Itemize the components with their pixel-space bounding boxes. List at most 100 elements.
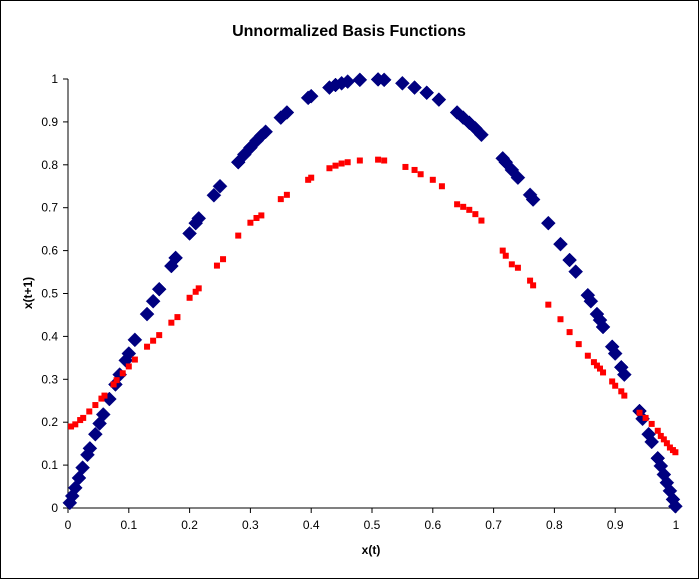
square-point: [192, 288, 199, 295]
square-point: [174, 314, 181, 321]
y-tick-label: 0.8: [41, 158, 58, 172]
diamond-point: [474, 127, 489, 143]
square-point: [338, 160, 345, 167]
x-tick-label: 0.3: [242, 518, 259, 532]
square-point: [98, 395, 105, 402]
series-2: [68, 156, 679, 456]
square-point: [125, 363, 132, 370]
x-tick-label: 0.5: [364, 518, 381, 532]
square-point: [411, 166, 418, 173]
square-point: [460, 203, 467, 210]
y-tick-label: 0.3: [41, 372, 58, 386]
x-tick-label: 0: [65, 518, 72, 532]
square-point: [584, 352, 591, 359]
square-point: [514, 264, 521, 271]
y-axis-label: x(t+1): [21, 277, 35, 309]
square-point: [119, 370, 126, 377]
diamond-point: [88, 426, 103, 442]
square-point: [454, 201, 461, 208]
square-point: [597, 365, 603, 372]
square-point: [508, 261, 515, 268]
square-point: [68, 423, 75, 430]
square-point: [590, 359, 597, 366]
diamond-point: [431, 92, 447, 107]
square-point: [438, 183, 445, 190]
diamond-point: [95, 407, 111, 422]
y-tick-label: 0.4: [41, 329, 58, 343]
y-tick-label: 0.5: [41, 287, 58, 301]
square-point: [642, 414, 649, 421]
diamond-point: [583, 293, 599, 309]
square-point: [308, 174, 315, 181]
square-point: [402, 163, 409, 170]
square-point: [131, 356, 138, 363]
diamond-point: [303, 88, 319, 104]
diamond-point: [607, 346, 623, 361]
square-point: [72, 421, 79, 428]
square-point: [499, 247, 506, 254]
square-point: [86, 408, 93, 415]
square-point: [381, 157, 388, 164]
square-point: [235, 232, 242, 239]
square-point: [478, 217, 485, 224]
x-tick-label: 0.1: [120, 518, 137, 532]
square-point: [663, 440, 670, 447]
square-point: [648, 420, 655, 427]
diamond-point: [553, 236, 568, 252]
square-point: [326, 165, 333, 172]
square-point: [186, 294, 193, 301]
square-point: [213, 262, 220, 269]
diamond-point: [145, 293, 161, 309]
diamond-point: [340, 74, 356, 89]
diamond-point: [395, 75, 410, 91]
square-point: [113, 377, 120, 384]
series-1: [62, 72, 683, 514]
square-point: [110, 381, 117, 388]
square-point: [375, 156, 382, 163]
diamond-point: [212, 178, 228, 194]
square-point: [247, 219, 254, 226]
square-point: [101, 392, 108, 399]
y-tick-label: 0.6: [41, 244, 58, 258]
diamond-point: [562, 252, 577, 268]
square-point: [672, 449, 679, 456]
square-point: [92, 402, 99, 409]
square-point: [557, 316, 564, 323]
square-point: [253, 214, 260, 221]
diamond-point: [407, 80, 422, 95]
diamond-point: [668, 498, 683, 514]
diamond-point: [419, 85, 435, 101]
diamond-point: [376, 72, 392, 88]
square-point: [429, 176, 436, 183]
square-point: [600, 369, 607, 376]
square-point: [466, 206, 473, 213]
square-point: [144, 343, 151, 350]
y-tick-label: 0: [51, 501, 58, 515]
diamond-point: [139, 306, 155, 322]
diamond-point: [595, 319, 611, 335]
square-point: [344, 159, 351, 166]
y-tick-label: 0.9: [41, 115, 58, 129]
x-tick-label: 0.4: [303, 518, 320, 532]
x-tick-label: 0.9: [607, 518, 624, 532]
axes: 0 0.1 0.2 0.3 0.4 0.5 0.6 0.7 0.8 0.9 1 0 0.1 0.2 0.3 0…: [41, 72, 679, 532]
x-tick-label: 1: [673, 518, 680, 532]
diamond-point: [151, 281, 167, 297]
y-tick-label: 0.2: [41, 415, 58, 429]
square-point: [666, 444, 673, 451]
square-point: [593, 362, 600, 369]
square-point: [527, 277, 534, 284]
square-point: [575, 341, 582, 348]
square-point: [545, 301, 552, 308]
diamond-point: [258, 124, 273, 140]
square-point: [472, 211, 479, 218]
diamond-point: [206, 187, 222, 203]
diamond-point: [644, 434, 660, 450]
square-point: [283, 191, 290, 198]
chart-title: Unnormalized Basis Functions: [232, 23, 466, 40]
square-point: [258, 212, 265, 219]
diamond-point: [279, 105, 295, 120]
square-point: [609, 378, 616, 385]
